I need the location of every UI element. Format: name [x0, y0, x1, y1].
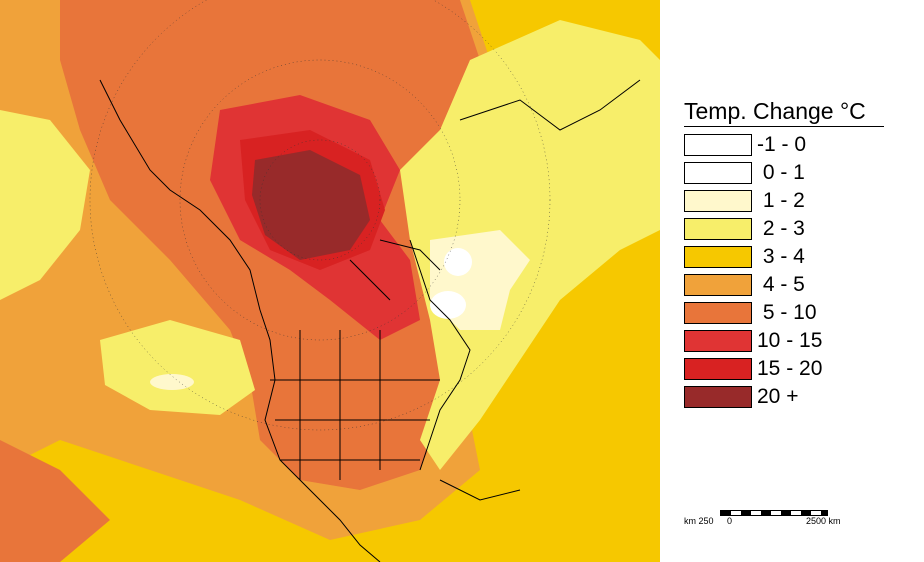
legend-swatch [684, 246, 752, 268]
legend-item: 2 - 3 [684, 215, 884, 243]
legend-label: 5 - 10 [757, 301, 817, 324]
legend-swatch [684, 358, 752, 380]
legend-label: -1 - 0 [757, 133, 807, 156]
coastlines [99, 79, 641, 562]
scale-zero-label: 0 [727, 516, 733, 526]
legend-item: 15 - 20 [684, 355, 884, 383]
legend-swatch [684, 302, 752, 324]
legend-item: 0 - 1 [684, 159, 884, 187]
legend-label: 3 - 4 [757, 245, 805, 268]
legend-label: 2 - 3 [757, 217, 805, 240]
legend-swatch [684, 330, 752, 352]
scale-right-label: 2500 km [806, 516, 841, 526]
legend-item: 3 - 4 [684, 243, 884, 271]
scale-left-label: km 250 [684, 516, 714, 526]
zone-0-1-a [444, 248, 472, 276]
zone-1-2-pacific [150, 374, 194, 390]
zone-20-plus [252, 150, 370, 260]
graticule [89, 0, 551, 431]
legend-swatch [684, 274, 752, 296]
zone-2-3-west [0, 110, 90, 300]
legend-item: 4 - 5 [684, 271, 884, 299]
zone-5-10-southwest [0, 440, 110, 562]
legend-label: 0 - 1 [757, 161, 805, 184]
legend-label: 20 + [757, 385, 799, 408]
legend-label: 1 - 2 [757, 189, 805, 212]
legend-item: 20 + [684, 383, 884, 411]
legend-swatch [684, 386, 752, 408]
legend-swatch [684, 134, 752, 156]
legend: Temp. Change °C -1 - 0 0 - 1 1 - 2 2 - 3… [684, 98, 884, 411]
legend-swatch [684, 218, 752, 240]
legend-item: -1 - 0 [684, 131, 884, 159]
legend-swatch [684, 190, 752, 212]
zone-2-3-pacific [100, 320, 255, 415]
zone-0-1-b [430, 291, 466, 319]
legend-item: 1 - 2 [684, 187, 884, 215]
temperature-change-map [0, 0, 660, 562]
legend-label: 10 - 15 [757, 329, 823, 352]
scale-bar-graphic [720, 510, 828, 516]
legend-swatch [684, 162, 752, 184]
legend-item: 10 - 15 [684, 327, 884, 355]
zone-2-3-east [400, 20, 660, 470]
legend-label: 4 - 5 [757, 273, 805, 296]
legend-item: 5 - 10 [684, 299, 884, 327]
legend-title: Temp. Change °C [684, 98, 884, 127]
legend-label: 15 - 20 [757, 357, 823, 380]
